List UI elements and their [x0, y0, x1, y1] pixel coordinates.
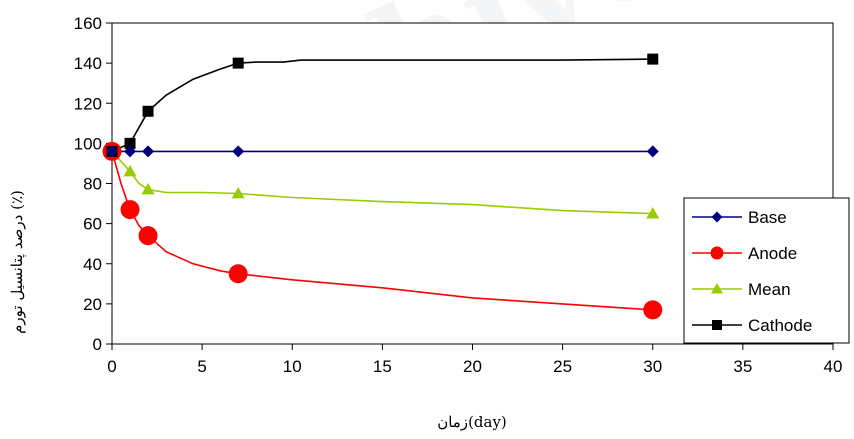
data-point-anode: [228, 264, 248, 284]
y-tick-label: 140: [74, 54, 102, 73]
x-tick-label: 0: [107, 357, 116, 376]
data-point-cathode: [142, 105, 154, 117]
y-tick-label: 120: [74, 94, 102, 113]
x-axis-title: زمان(day): [437, 413, 507, 431]
legend-label-base: Base: [748, 208, 787, 227]
x-tick-label: 10: [283, 357, 302, 376]
data-point-base: [124, 145, 137, 158]
data-point-cathode: [124, 137, 136, 149]
y-tick-label: 0: [93, 335, 102, 354]
y-tick-label: 160: [74, 14, 102, 33]
legend-marker-cathode: [712, 320, 722, 330]
data-point-base: [646, 145, 659, 158]
data-point-mean: [646, 207, 660, 219]
data-point-mean: [231, 187, 245, 199]
data-point-base: [232, 145, 245, 158]
data-point-cathode: [647, 53, 659, 65]
legend-marker-mean: [711, 283, 723, 294]
legend-marker-base: [711, 211, 723, 223]
data-point-cathode: [232, 57, 244, 69]
legend-marker-anode: [710, 246, 724, 260]
legend-label-anode: Anode: [748, 244, 797, 263]
series-markers: [102, 53, 663, 320]
legend-label-mean: Mean: [748, 280, 791, 299]
data-point-anode: [643, 300, 663, 320]
x-tick-label: 30: [643, 357, 662, 376]
y-axis: 0 20 40 60 80 100 120 140 160: [74, 14, 112, 354]
y-axis-title: درصد پتانسیل تورم (٪): [8, 190, 26, 334]
legend-label-cathode: Cathode: [748, 316, 812, 335]
data-point-anode: [120, 200, 140, 220]
x-tick-label: 40: [824, 357, 843, 376]
data-point-mean: [141, 183, 155, 195]
data-point-mean: [123, 164, 137, 177]
x-tick-label: 20: [463, 357, 482, 376]
y-tick-label: 40: [83, 255, 102, 274]
x-tick-label: 15: [373, 357, 392, 376]
y-tick-label: 80: [83, 175, 102, 194]
data-point-base: [106, 145, 118, 158]
x-tick-label: 5: [197, 357, 206, 376]
x-tick-label: 35: [733, 357, 752, 376]
y-tick-label: 60: [83, 215, 102, 234]
data-point-anode: [138, 226, 158, 246]
y-tick-label: 20: [83, 295, 102, 314]
x-tick-label: 25: [553, 357, 572, 376]
x-axis: 0 5 10 15 20 25 30 35 40: [107, 344, 842, 376]
data-point-base: [142, 145, 155, 158]
legend: Base Anode Mean Cathode: [683, 197, 850, 344]
y-tick-label: 100: [74, 134, 102, 153]
legend-box: [683, 197, 850, 344]
